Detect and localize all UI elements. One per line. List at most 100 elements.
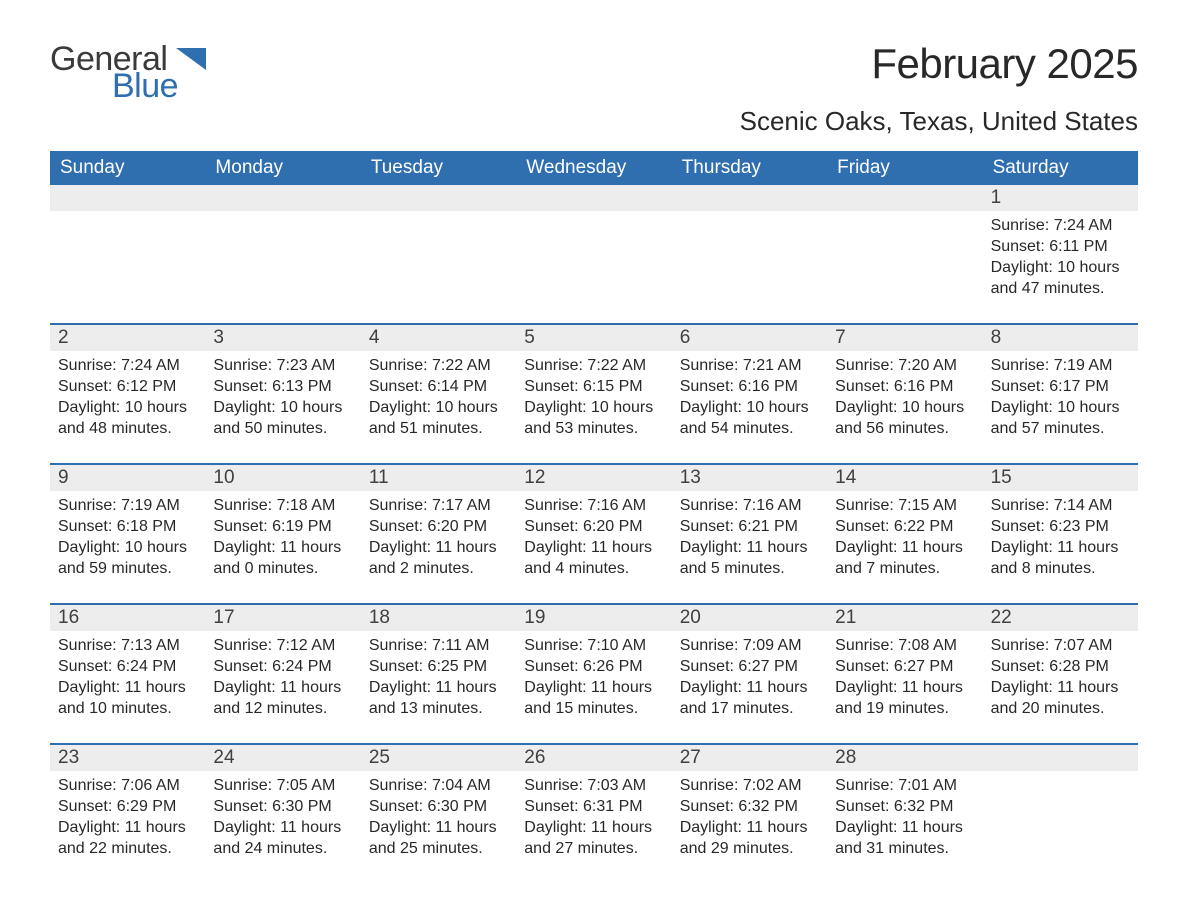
sunset-text: Sunset: 6:19 PM [213,516,352,537]
day-number: 5 [516,325,671,351]
sunrise-text: Sunrise: 7:10 AM [524,635,663,656]
day-details: Sunrise: 7:16 AMSunset: 6:20 PMDaylight:… [516,491,671,579]
header: General Blue February 2025 Scenic Oaks, … [50,40,1138,137]
daylight-text: Daylight: 11 hours and 2 minutes. [369,537,508,579]
day-details: Sunrise: 7:21 AMSunset: 6:16 PMDaylight:… [672,351,827,439]
sunset-text: Sunset: 6:27 PM [680,656,819,677]
daylight-text: Daylight: 10 hours and 56 minutes. [835,397,974,439]
sunrise-text: Sunrise: 7:07 AM [991,635,1130,656]
day-cell: 22Sunrise: 7:07 AMSunset: 6:28 PMDayligh… [983,605,1138,743]
sunrise-text: Sunrise: 7:12 AM [213,635,352,656]
sunset-text: Sunset: 6:24 PM [58,656,197,677]
day-number: 18 [361,605,516,631]
day-cell-empty [205,185,360,323]
day-details: Sunrise: 7:17 AMSunset: 6:20 PMDaylight:… [361,491,516,579]
sunrise-text: Sunrise: 7:18 AM [213,495,352,516]
daylight-text: Daylight: 10 hours and 59 minutes. [58,537,197,579]
flag-icon [176,48,206,75]
day-cell: 15Sunrise: 7:14 AMSunset: 6:23 PMDayligh… [983,465,1138,603]
day-number: 13 [672,465,827,491]
dow-friday: Friday [827,151,982,185]
sunset-text: Sunset: 6:26 PM [524,656,663,677]
day-number: 25 [361,745,516,771]
sunrise-text: Sunrise: 7:22 AM [369,355,508,376]
day-details: Sunrise: 7:02 AMSunset: 6:32 PMDaylight:… [672,771,827,859]
daylight-text: Daylight: 11 hours and 10 minutes. [58,677,197,719]
day-number: 9 [50,465,205,491]
day-number: 22 [983,605,1138,631]
daylight-text: Daylight: 10 hours and 54 minutes. [680,397,819,439]
week-row: 2Sunrise: 7:24 AMSunset: 6:12 PMDaylight… [50,323,1138,463]
sunrise-text: Sunrise: 7:16 AM [680,495,819,516]
dow-tuesday: Tuesday [361,151,516,185]
day-of-week-header: Sunday Monday Tuesday Wednesday Thursday… [50,151,1138,185]
sunrise-text: Sunrise: 7:20 AM [835,355,974,376]
day-number: 23 [50,745,205,771]
day-number: 12 [516,465,671,491]
daylight-text: Daylight: 10 hours and 57 minutes. [991,397,1130,439]
calendar: Sunday Monday Tuesday Wednesday Thursday… [50,151,1138,883]
day-cell: 27Sunrise: 7:02 AMSunset: 6:32 PMDayligh… [672,745,827,883]
day-details: Sunrise: 7:20 AMSunset: 6:16 PMDaylight:… [827,351,982,439]
sunrise-text: Sunrise: 7:11 AM [369,635,508,656]
sunset-text: Sunset: 6:18 PM [58,516,197,537]
daylight-text: Daylight: 10 hours and 47 minutes. [991,257,1130,299]
week-row: 9Sunrise: 7:19 AMSunset: 6:18 PMDaylight… [50,463,1138,603]
day-cell: 25Sunrise: 7:04 AMSunset: 6:30 PMDayligh… [361,745,516,883]
day-number: 1 [983,185,1138,211]
day-cell: 18Sunrise: 7:11 AMSunset: 6:25 PMDayligh… [361,605,516,743]
day-details: Sunrise: 7:07 AMSunset: 6:28 PMDaylight:… [983,631,1138,719]
sunrise-text: Sunrise: 7:04 AM [369,775,508,796]
month-title: February 2025 [740,40,1138,88]
day-details: Sunrise: 7:10 AMSunset: 6:26 PMDaylight:… [516,631,671,719]
day-cell-empty [361,185,516,323]
day-number [50,185,205,211]
day-number [672,185,827,211]
day-number: 11 [361,465,516,491]
location-subtitle: Scenic Oaks, Texas, United States [740,106,1138,137]
day-number: 28 [827,745,982,771]
sunrise-text: Sunrise: 7:06 AM [58,775,197,796]
sunrise-text: Sunrise: 7:14 AM [991,495,1130,516]
day-number: 20 [672,605,827,631]
day-details: Sunrise: 7:04 AMSunset: 6:30 PMDaylight:… [361,771,516,859]
daylight-text: Daylight: 11 hours and 25 minutes. [369,817,508,859]
day-number: 16 [50,605,205,631]
week-row: 1Sunrise: 7:24 AMSunset: 6:11 PMDaylight… [50,185,1138,323]
day-cell: 24Sunrise: 7:05 AMSunset: 6:30 PMDayligh… [205,745,360,883]
sunset-text: Sunset: 6:24 PM [213,656,352,677]
daylight-text: Daylight: 11 hours and 19 minutes. [835,677,974,719]
sunset-text: Sunset: 6:21 PM [680,516,819,537]
sunrise-text: Sunrise: 7:08 AM [835,635,974,656]
daylight-text: Daylight: 11 hours and 7 minutes. [835,537,974,579]
brand-logo: General Blue [50,40,206,106]
day-details: Sunrise: 7:09 AMSunset: 6:27 PMDaylight:… [672,631,827,719]
day-number: 15 [983,465,1138,491]
day-details: Sunrise: 7:08 AMSunset: 6:27 PMDaylight:… [827,631,982,719]
day-cell: 21Sunrise: 7:08 AMSunset: 6:27 PMDayligh… [827,605,982,743]
day-cell: 13Sunrise: 7:16 AMSunset: 6:21 PMDayligh… [672,465,827,603]
sunrise-text: Sunrise: 7:01 AM [835,775,974,796]
sunset-text: Sunset: 6:16 PM [680,376,819,397]
day-number [205,185,360,211]
sunrise-text: Sunrise: 7:21 AM [680,355,819,376]
sunset-text: Sunset: 6:20 PM [369,516,508,537]
sunset-text: Sunset: 6:20 PM [524,516,663,537]
dow-saturday: Saturday [983,151,1138,185]
sunrise-text: Sunrise: 7:22 AM [524,355,663,376]
sunset-text: Sunset: 6:11 PM [991,236,1130,257]
day-number: 21 [827,605,982,631]
day-cell: 20Sunrise: 7:09 AMSunset: 6:27 PMDayligh… [672,605,827,743]
dow-thursday: Thursday [672,151,827,185]
day-cell: 6Sunrise: 7:21 AMSunset: 6:16 PMDaylight… [672,325,827,463]
day-number: 10 [205,465,360,491]
day-number [827,185,982,211]
day-details: Sunrise: 7:22 AMSunset: 6:14 PMDaylight:… [361,351,516,439]
day-cell: 8Sunrise: 7:19 AMSunset: 6:17 PMDaylight… [983,325,1138,463]
daylight-text: Daylight: 11 hours and 8 minutes. [991,537,1130,579]
sunrise-text: Sunrise: 7:15 AM [835,495,974,516]
daylight-text: Daylight: 11 hours and 22 minutes. [58,817,197,859]
day-number: 8 [983,325,1138,351]
day-number: 3 [205,325,360,351]
day-details: Sunrise: 7:19 AMSunset: 6:17 PMDaylight:… [983,351,1138,439]
